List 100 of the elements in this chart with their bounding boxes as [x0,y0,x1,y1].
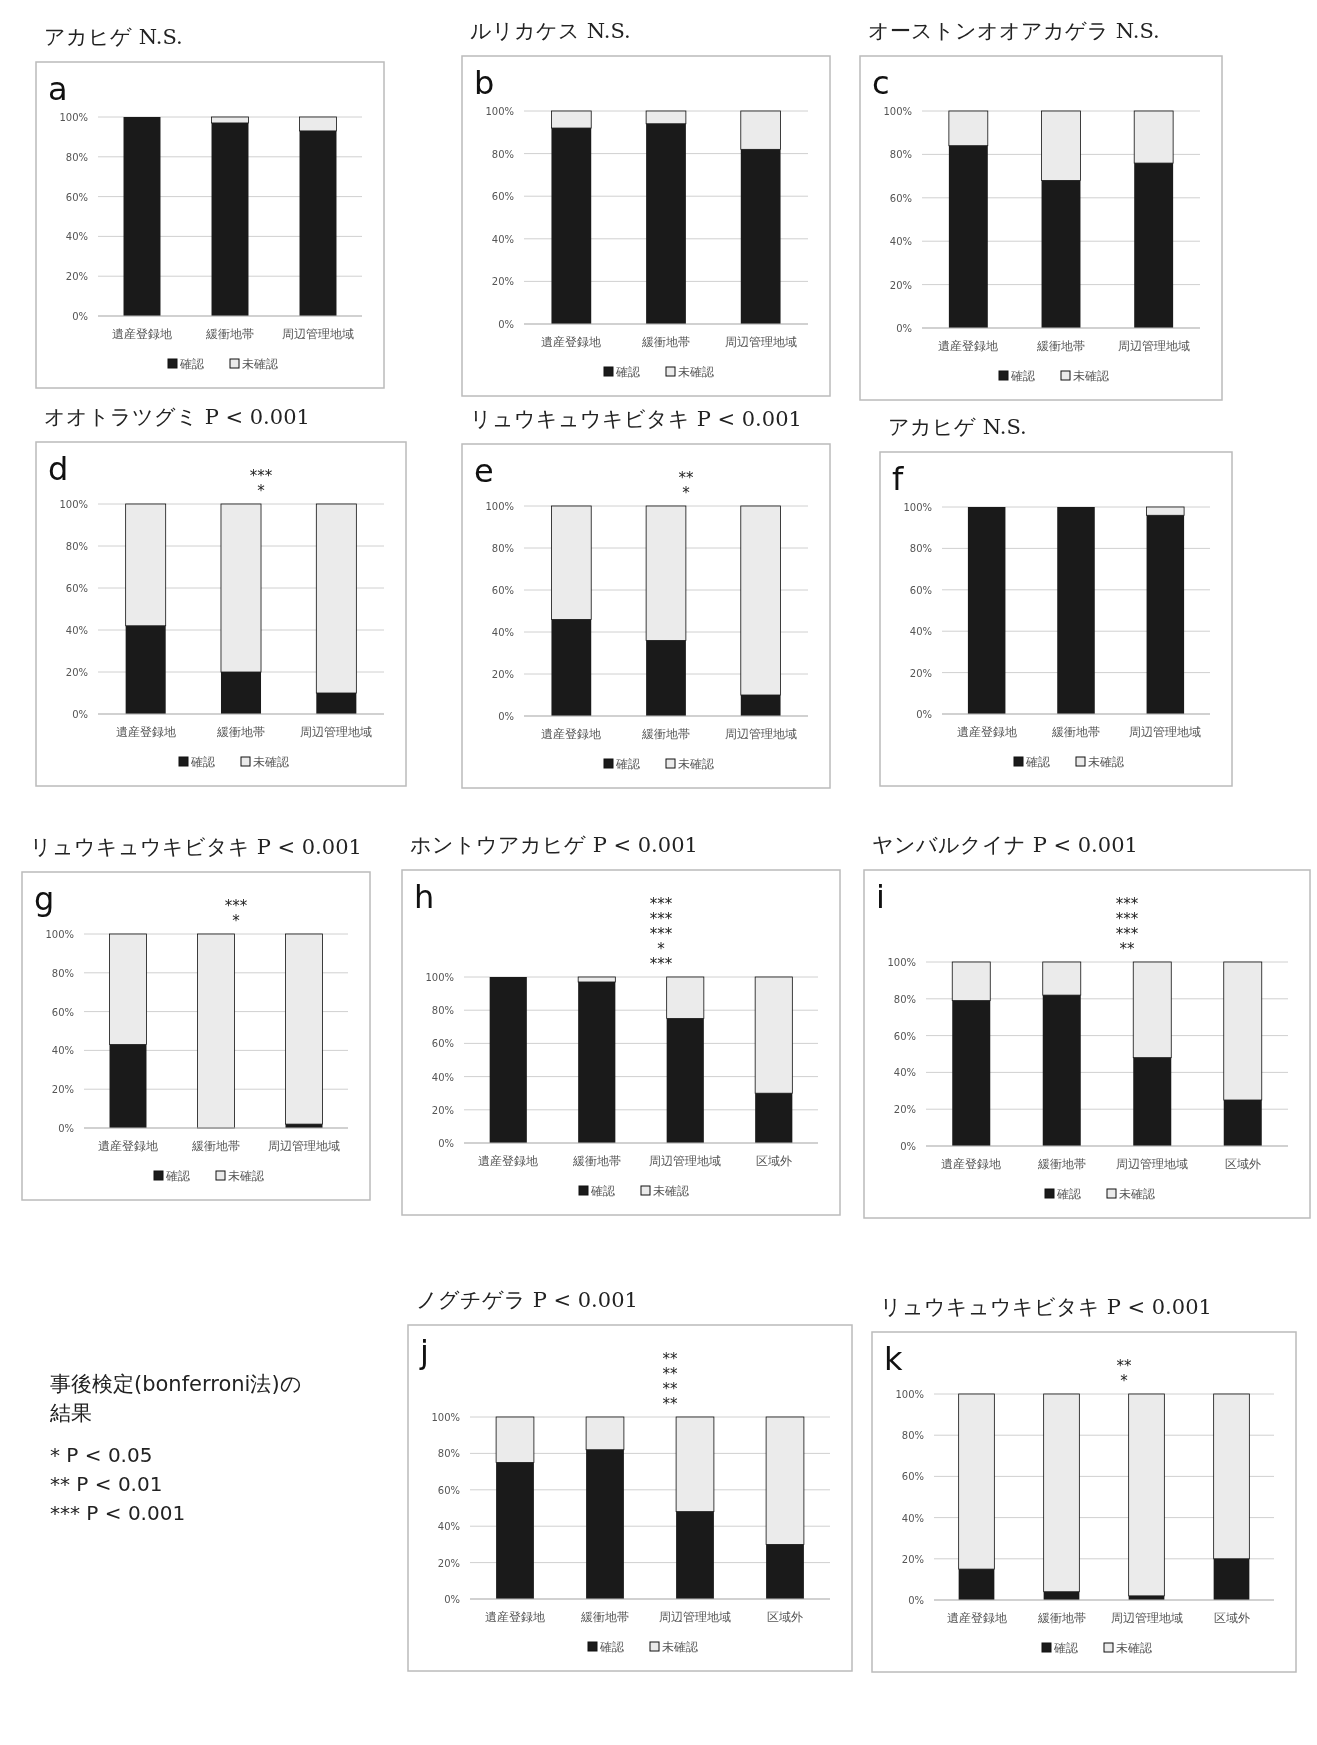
legend-label: 確認 [165,1169,190,1183]
x-tick-label: 緩衝地帯 [571,1154,621,1168]
y-tick-label: 80% [889,149,912,161]
legend-label: 確認 [590,1184,615,1198]
text: *** [249,467,273,485]
x-tick-label: 緩衝地帯 [191,1139,240,1153]
y-tick-label: 100% [883,106,912,117]
y-tick-label: 100% [903,502,932,513]
y-tick-label: 0% [908,1595,924,1606]
y-tick-label: 100% [59,112,88,123]
x-tick-label: 緩衝地帯 [1036,1611,1086,1625]
chart-subtitle: i [876,878,885,916]
chart-title: アカヒゲ N.S. [44,25,183,49]
chart-title: オオトラツグミ P < 0.001 [44,405,310,429]
y-tick-label: 20% [889,279,912,291]
legend-label: 確認 [1053,1641,1078,1655]
text: *** [649,910,673,928]
x-tick-label: 遺産登録地 [98,1139,158,1153]
y-tick-label: 0% [72,311,88,322]
text: ** [662,1365,678,1383]
legend-label: 未確認 [678,757,714,771]
y-tick-label: 40% [491,627,514,638]
text: * [257,482,266,500]
y-tick-label: 40% [65,625,88,636]
bar [489,977,527,1143]
text: ** P < 0.01 [50,1472,163,1496]
text: * [682,484,691,502]
y-tick-label: 60% [491,191,514,203]
y-tick-label: 60% [51,1006,74,1018]
x-tick-label: 遺産登録地 [938,339,999,353]
x-tick-label: 遺産登録地 [941,1157,1002,1171]
y-tick-label: 60% [893,1030,916,1042]
bar [123,117,161,316]
y-tick-label: 20% [491,669,514,680]
y-tick-label: 0% [498,319,514,330]
text: ** [1116,1357,1132,1375]
x-tick-label: 緩衝地帯 [580,1610,629,1624]
text: * [657,940,666,958]
y-tick-label: 20% [893,1104,916,1116]
x-tick-label: 区域外 [1224,1157,1261,1171]
y-tick-label: 60% [901,1471,924,1483]
x-tick-label: 緩衝地帯 [641,335,690,349]
legend-label: 確認 [1025,755,1050,769]
legend-label: 未確認 [253,755,289,769]
y-tick-label: 60% [431,1038,454,1050]
x-tick-label: 遺産登録地 [478,1154,539,1168]
x-tick-label: 周辺管理地域 [1110,1611,1183,1625]
x-tick-label: 周辺管理地域 [282,327,354,341]
x-tick-label: 緩衝地帯 [1036,1157,1086,1171]
y-tick-label: 20% [437,1557,460,1569]
chart-subtitle: d [48,450,69,488]
x-tick-label: 緩衝地帯 [641,727,690,741]
y-tick-label: 0% [72,709,88,720]
y-tick-label: 80% [65,541,88,552]
x-tick-label: 周辺管理地域 [1116,1157,1189,1171]
x-tick-label: 遺産登録地 [946,1611,1007,1625]
legend-label: 確認 [615,365,640,379]
y-tick-label: 40% [437,1521,460,1533]
text: * [232,912,241,930]
y-tick-label: 40% [893,1067,916,1079]
y-tick-label: 40% [65,231,88,243]
legend-label: 未確認 [653,1184,689,1198]
x-tick-label: 周辺管理地域 [724,727,797,741]
x-tick-label: 緩衝地帯 [1036,339,1085,353]
text: ** [1119,940,1135,958]
legend-label: 未確認 [228,1169,264,1183]
text: * P < 0.05 [50,1443,153,1467]
text: *** [1115,895,1139,913]
y-tick-label: 100% [895,1389,924,1400]
chart-title: リュウキュウキビタキ P < 0.001 [30,835,362,859]
text: *** [1115,910,1139,928]
y-tick-label: 20% [909,667,932,679]
y-tick-label: 60% [65,191,88,203]
y-tick-label: 40% [491,233,514,245]
y-tick-label: 20% [431,1104,454,1116]
legend-label: 未確認 [1116,1641,1152,1655]
chart-subtitle: f [892,460,904,498]
chart-title: ルリカケス N.S. [470,19,631,43]
text: *** P < 0.001 [50,1501,186,1525]
chart-subtitle: j [419,1333,429,1371]
text: *** [224,897,248,915]
x-tick-label: 緩衝地帯 [205,327,254,341]
x-tick-label: 遺産登録地 [485,1610,545,1624]
x-tick-label: 周辺管理地域 [1117,339,1190,353]
legend-label: 確認 [190,755,215,769]
legend-label: 確認 [1010,369,1035,383]
chart-subtitle: h [414,878,435,916]
legend-label: 未確認 [1088,755,1124,769]
y-tick-label: 0% [916,709,932,720]
x-tick-label: 周辺管理地域 [1129,725,1202,739]
y-tick-label: 60% [491,585,514,596]
y-tick-label: 0% [438,1138,454,1149]
text: ** [662,1395,678,1413]
y-tick-label: 40% [901,1512,924,1524]
bar [1128,1393,1165,1597]
x-tick-label: 区域外 [1213,1611,1250,1625]
legend-label: 未確認 [242,357,278,371]
y-tick-label: 80% [431,1005,454,1017]
text: 事後検定(bonferroni法)の結果 [50,1371,303,1427]
x-tick-label: 周辺管理地域 [724,335,797,349]
